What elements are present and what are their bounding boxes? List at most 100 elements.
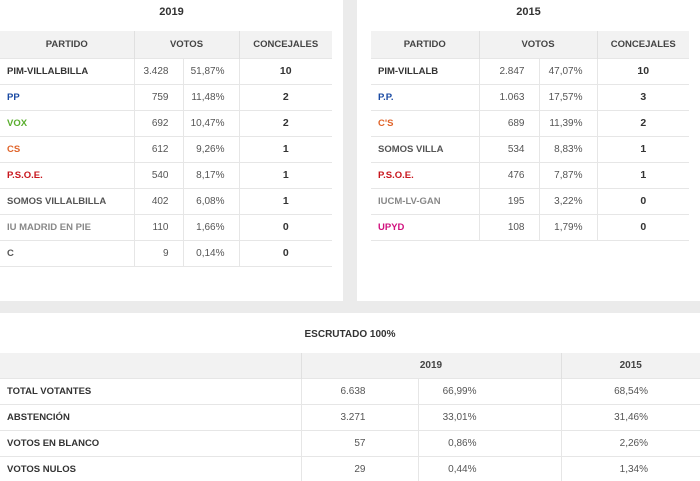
summary-percent-2015: 2,26% bbox=[560, 429, 700, 456]
table-row: SOMOS VILLA 534 8,83% 1 bbox=[371, 135, 689, 162]
table-row: IUCM-LV-GAN 195 3,22% 0 bbox=[371, 187, 689, 214]
table-row: C'S 689 11,39% 2 bbox=[371, 109, 689, 136]
summary-percent-2019: 0,44% bbox=[417, 455, 561, 481]
table-row: P.S.O.E. 476 7,87% 1 bbox=[371, 161, 689, 188]
table-row: SOMOS VILLALBILLA 402 6,08% 1 bbox=[0, 187, 332, 214]
party-votes: 9 bbox=[134, 239, 184, 267]
party-name: IU MADRID EN PIE bbox=[0, 213, 135, 240]
party-seats: 0 bbox=[239, 239, 332, 267]
party-votes: 476 bbox=[479, 161, 540, 188]
party-percent: 17,57% bbox=[539, 83, 598, 110]
party-votes: 402 bbox=[134, 187, 184, 214]
party-votes: 612 bbox=[134, 135, 184, 162]
summary-header-empty bbox=[0, 353, 301, 378]
table-row: CS 612 9,26% 1 bbox=[0, 135, 332, 162]
party-seats: 2 bbox=[597, 109, 689, 136]
party-percent: 51,87% bbox=[183, 57, 240, 84]
party-name: UPYD bbox=[371, 213, 480, 241]
table-row: IU MADRID EN PIE 110 1,66% 0 bbox=[0, 213, 332, 240]
summary-percent-2019: 66,99% bbox=[417, 377, 561, 404]
party-name: C bbox=[0, 239, 135, 267]
party-name: SOMOS VILLA bbox=[371, 135, 480, 162]
summary-row: VOTOS EN BLANCO 57 0,86% 2,26% bbox=[0, 429, 700, 456]
party-percent: 11,39% bbox=[539, 109, 598, 136]
party-seats: 10 bbox=[597, 57, 689, 84]
party-percent: 1,66% bbox=[183, 213, 240, 240]
party-votes: 108 bbox=[479, 213, 540, 241]
party-name: PIM-VILLALB bbox=[371, 57, 480, 84]
results-table-2019: PARTIDO VOTOS CONCEJALES PIM-VILLALBILLA… bbox=[0, 31, 332, 267]
summary-row: TOTAL VOTANTES 6.638 66,99% 68,54% bbox=[0, 377, 700, 404]
party-votes: 2.847 bbox=[479, 57, 540, 84]
party-percent: 1,79% bbox=[539, 213, 598, 241]
results-card-2015: 2015 PARTIDO VOTOS CONCEJALES PIM-VILLAL… bbox=[357, 0, 700, 301]
summary-label: TOTAL VOTANTES bbox=[0, 377, 301, 404]
summary-label: VOTOS EN BLANCO bbox=[0, 429, 301, 456]
party-votes: 3.428 bbox=[134, 57, 184, 84]
summary-label: VOTOS NULOS bbox=[0, 455, 301, 481]
summary-header-row: 2019 2015 bbox=[0, 353, 700, 378]
header-party: PARTIDO bbox=[371, 31, 480, 58]
party-seats: 1 bbox=[597, 161, 689, 188]
party-percent: 9,26% bbox=[183, 135, 240, 162]
party-name: P.S.O.E. bbox=[371, 161, 480, 188]
party-percent: 7,87% bbox=[539, 161, 598, 188]
party-seats: 1 bbox=[239, 161, 332, 188]
party-percent: 47,07% bbox=[539, 57, 598, 84]
table-row: P.S.O.E. 540 8,17% 1 bbox=[0, 161, 332, 188]
party-votes: 195 bbox=[479, 187, 540, 214]
summary-votes: 3.271 bbox=[300, 403, 418, 430]
table-row: UPYD 108 1,79% 0 bbox=[371, 213, 689, 241]
results-table-2015: PARTIDO VOTOS CONCEJALES PIM-VILLALB 2.84… bbox=[371, 31, 689, 241]
party-seats: 0 bbox=[597, 187, 689, 214]
party-seats: 3 bbox=[597, 83, 689, 110]
party-name: PIM-VILLALBILLA bbox=[0, 57, 135, 84]
summary-votes: 57 bbox=[300, 429, 418, 456]
summary-percent-2019: 33,01% bbox=[417, 403, 561, 430]
party-name: CS bbox=[0, 135, 135, 162]
year-title-2019: 2019 bbox=[159, 6, 184, 18]
summary-row: VOTOS NULOS 29 0,44% 1,34% bbox=[0, 455, 700, 481]
party-seats: 2 bbox=[239, 83, 332, 110]
party-percent: 3,22% bbox=[539, 187, 598, 214]
party-name: PP bbox=[0, 83, 135, 110]
party-name: C'S bbox=[371, 109, 480, 136]
header-seats: CONCEJALES bbox=[597, 31, 689, 58]
party-votes: 534 bbox=[479, 135, 540, 162]
summary-votes: 29 bbox=[300, 455, 418, 481]
party-name: IUCM-LV-GAN bbox=[371, 187, 480, 214]
party-seats: 1 bbox=[597, 135, 689, 162]
summary-votes: 6.638 bbox=[300, 377, 418, 404]
summary-header-year-b: 2015 bbox=[560, 353, 700, 378]
party-seats: 0 bbox=[597, 213, 689, 241]
escrutado-card: ESCRUTADO 100% 2019 2015 TOTAL VOTANTES 6… bbox=[0, 313, 700, 481]
table-row: PP 759 11,48% 2 bbox=[0, 83, 332, 110]
table-header-row: PARTIDO VOTOS CONCEJALES bbox=[0, 31, 332, 58]
party-name: P.P. bbox=[371, 83, 480, 110]
table-row: C 9 0,14% 0 bbox=[0, 239, 332, 267]
party-votes: 759 bbox=[134, 83, 184, 110]
party-seats: 10 bbox=[239, 57, 332, 84]
summary-table: 2019 2015 TOTAL VOTANTES 6.638 66,99% 68,54… bbox=[0, 353, 700, 481]
party-percent: 6,08% bbox=[183, 187, 240, 214]
table-row: P.P. 1.063 17,57% 3 bbox=[371, 83, 689, 110]
party-percent: 10,47% bbox=[183, 109, 240, 136]
party-name: P.S.O.E. bbox=[0, 161, 135, 188]
header-seats: CONCEJALES bbox=[239, 31, 332, 58]
party-votes: 689 bbox=[479, 109, 540, 136]
party-seats: 1 bbox=[239, 187, 332, 214]
summary-label: ABSTENCIÓN bbox=[0, 403, 301, 430]
table-row: PIM-VILLALBILLA 3.428 51,87% 10 bbox=[0, 57, 332, 84]
party-percent: 8,83% bbox=[539, 135, 598, 162]
summary-row: ABSTENCIÓN 3.271 33,01% 31,46% bbox=[0, 403, 700, 430]
party-percent: 0,14% bbox=[183, 239, 240, 267]
table-row: VOX 692 10,47% 2 bbox=[0, 109, 332, 136]
table-header-row: PARTIDO VOTOS CONCEJALES bbox=[371, 31, 689, 58]
summary-percent-2019: 0,86% bbox=[417, 429, 561, 456]
party-votes: 110 bbox=[134, 213, 184, 240]
party-name: SOMOS VILLALBILLA bbox=[0, 187, 135, 214]
party-name: VOX bbox=[0, 109, 135, 136]
header-votes: VOTOS bbox=[134, 31, 240, 58]
party-percent: 11,48% bbox=[183, 83, 240, 110]
escrutado-title: ESCRUTADO 100% bbox=[304, 329, 396, 340]
